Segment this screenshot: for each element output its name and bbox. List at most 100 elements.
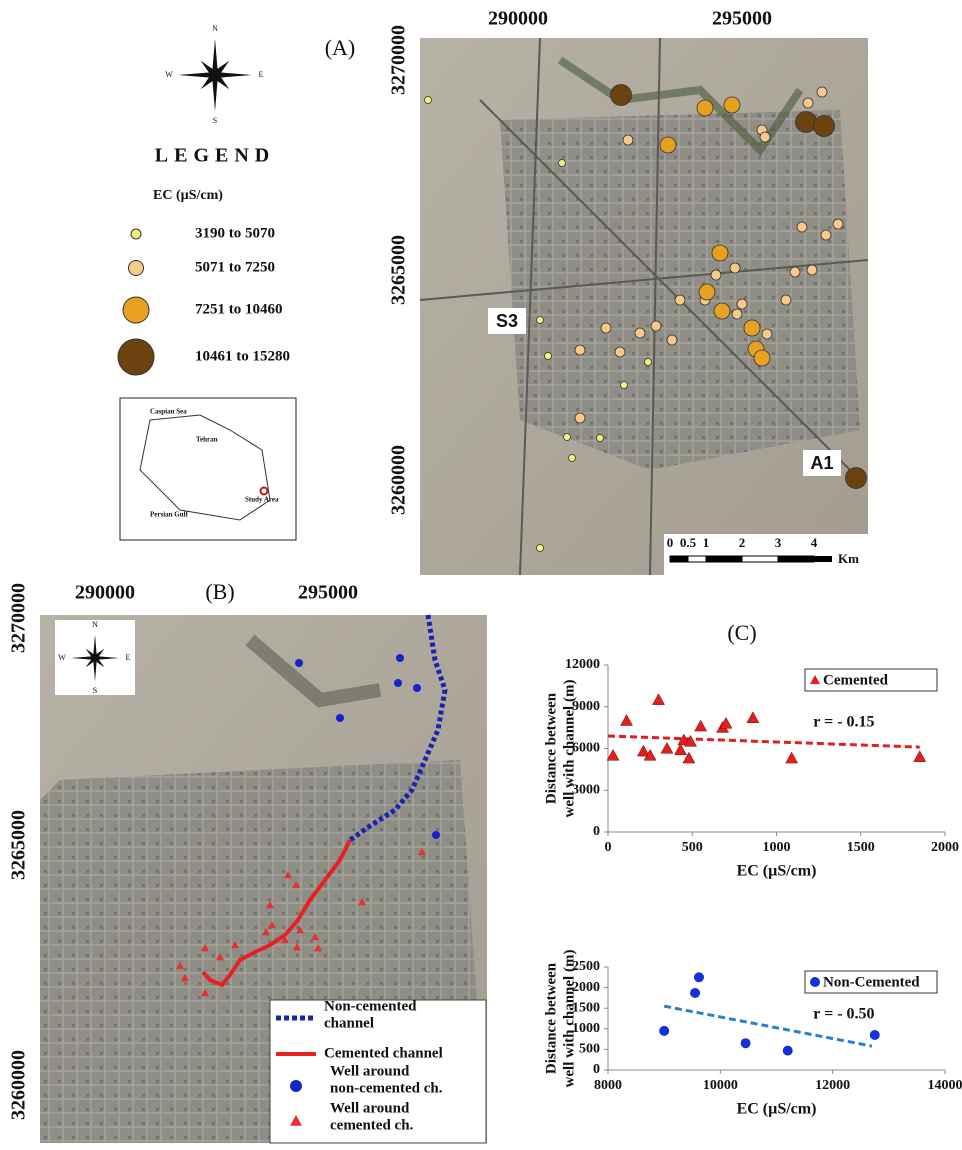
y-tick-label: 12000 bbox=[565, 657, 600, 672]
sample-point bbox=[817, 87, 827, 97]
compass-letter: N bbox=[92, 620, 98, 629]
sample-point bbox=[601, 323, 611, 333]
legend-label: Well around bbox=[330, 1100, 410, 1116]
scale-bar-segment bbox=[742, 556, 778, 562]
legend-label: Well around bbox=[330, 1063, 410, 1079]
x-tick-label: 10000 bbox=[703, 1078, 738, 1093]
point bbox=[661, 743, 673, 754]
legend-label: Non-Cemented bbox=[823, 974, 920, 990]
panel-label: (A) bbox=[325, 35, 356, 60]
legend-swatch bbox=[810, 977, 820, 987]
scale-bar-segment bbox=[778, 556, 814, 562]
y-axis-title: Distance between bbox=[543, 692, 559, 804]
sample-point bbox=[781, 295, 791, 305]
legend-label: 5071 to 7250 bbox=[195, 259, 275, 275]
sample-point bbox=[732, 309, 742, 319]
legend-label: 10461 to 15280 bbox=[195, 348, 290, 364]
y-tick-label: 500 bbox=[579, 1042, 600, 1057]
x-tick-label: 500 bbox=[682, 840, 703, 855]
legend-title: LEGEND bbox=[155, 145, 275, 167]
x-tick-label: 290000 bbox=[488, 8, 548, 30]
sample-point bbox=[575, 345, 585, 355]
legend-swatch bbox=[118, 339, 154, 375]
legend-label: 3190 to 5070 bbox=[195, 225, 275, 241]
sample-point bbox=[744, 320, 760, 336]
x-tick-label: 0 bbox=[605, 840, 612, 855]
legend-subtitle: EC (µS/cm) bbox=[153, 188, 223, 203]
legend-label: 7251 to 10460 bbox=[195, 301, 283, 317]
y-tick-label: 3270000 bbox=[388, 25, 410, 95]
site-label: A1 bbox=[810, 453, 833, 473]
sample-point bbox=[615, 347, 625, 357]
sample-point bbox=[545, 353, 552, 360]
point bbox=[695, 720, 707, 731]
point bbox=[694, 972, 704, 982]
compass-letter: E bbox=[259, 70, 264, 79]
point bbox=[870, 1030, 880, 1040]
point bbox=[659, 1026, 669, 1036]
point bbox=[607, 749, 619, 760]
well-non-cemented bbox=[396, 654, 404, 662]
sample-point bbox=[714, 303, 730, 319]
point bbox=[786, 752, 798, 763]
inset-label: Tehran bbox=[196, 436, 218, 444]
legend-label: non-cemented ch. bbox=[330, 1080, 443, 1096]
point bbox=[747, 712, 759, 723]
sample-point bbox=[699, 284, 715, 300]
point bbox=[690, 988, 700, 998]
point bbox=[783, 1046, 793, 1056]
point bbox=[621, 715, 633, 726]
sample-point bbox=[425, 97, 432, 104]
sample-point bbox=[621, 382, 628, 389]
sample-point bbox=[575, 413, 585, 423]
legend-label: Cemented bbox=[823, 672, 889, 688]
x-tick-label: 2000 bbox=[931, 840, 959, 855]
panel-label: (C) bbox=[727, 620, 756, 645]
map-a-legend bbox=[120, 398, 296, 540]
sample-point bbox=[623, 135, 633, 145]
sample-point bbox=[790, 267, 800, 277]
well-non-cemented bbox=[432, 831, 440, 839]
sample-point bbox=[667, 335, 677, 345]
scale-bar-segment bbox=[814, 556, 832, 562]
point bbox=[914, 751, 926, 762]
trendline bbox=[608, 736, 920, 747]
well-non-cemented bbox=[413, 684, 421, 692]
scale-bar-segment bbox=[688, 556, 706, 562]
sample-point bbox=[737, 299, 747, 309]
sample-point bbox=[564, 434, 571, 441]
scale-bar-segment bbox=[670, 556, 688, 562]
compass-letter: W bbox=[58, 653, 66, 662]
x-tick-label: 8000 bbox=[594, 1078, 622, 1093]
sample-point bbox=[697, 100, 713, 116]
sample-point bbox=[797, 222, 807, 232]
sample-point bbox=[651, 321, 661, 331]
sample-point bbox=[730, 263, 740, 273]
compass-letter: N bbox=[212, 24, 218, 33]
sample-point bbox=[645, 359, 652, 366]
sample-point bbox=[821, 230, 831, 240]
scale-label: 0 bbox=[667, 535, 674, 550]
sample-point bbox=[611, 85, 632, 106]
compass bbox=[175, 35, 255, 115]
site-label: S3 bbox=[496, 311, 518, 331]
legend-swatch bbox=[131, 229, 141, 239]
x-tick-label: 12000 bbox=[815, 1078, 850, 1093]
well-non-cemented bbox=[394, 679, 402, 687]
legend-swatch bbox=[290, 1080, 302, 1092]
y-tick-label: 3260000 bbox=[388, 445, 410, 515]
well-non-cemented bbox=[336, 714, 344, 722]
sample-point bbox=[762, 329, 772, 339]
sample-point bbox=[711, 270, 721, 280]
sample-point bbox=[814, 116, 835, 137]
x-tick-label: 295000 bbox=[298, 582, 358, 604]
scale-bar-segment bbox=[706, 556, 742, 562]
compass-letter: S bbox=[213, 116, 217, 125]
point bbox=[653, 694, 665, 705]
legend-label: cemented ch. bbox=[330, 1117, 414, 1133]
sample-point bbox=[796, 112, 817, 133]
y-axis-title: well with channel (m) bbox=[561, 680, 577, 818]
sample-point bbox=[724, 97, 740, 113]
inset-label: Persian Gulf bbox=[150, 511, 189, 519]
panel-label: (B) bbox=[205, 579, 234, 604]
